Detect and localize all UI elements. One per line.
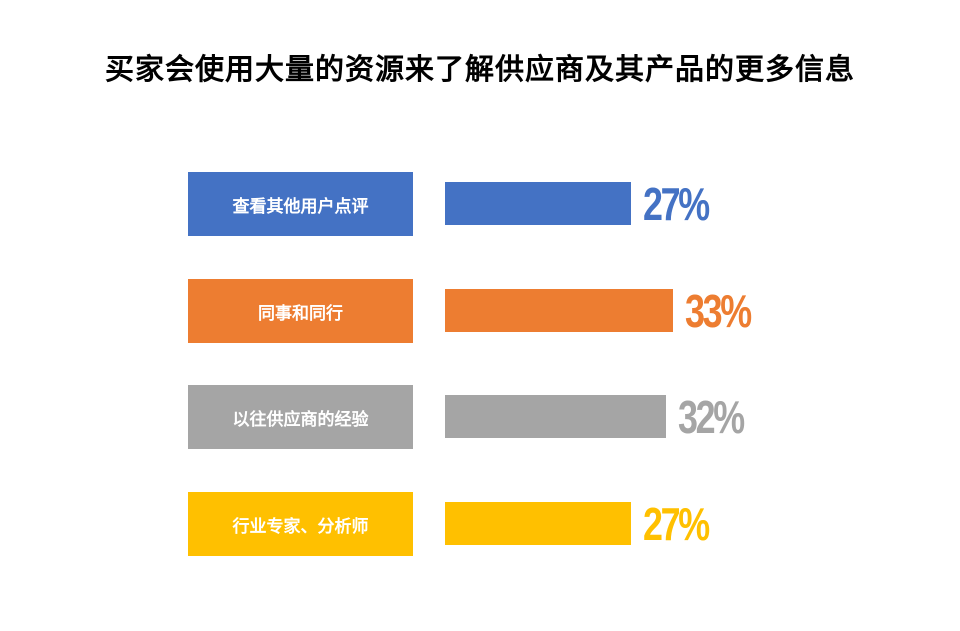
category-label: 同事和同行	[188, 279, 413, 343]
category-label: 以往供应商的经验	[188, 385, 413, 449]
value-label: 27%	[643, 178, 710, 230]
bar-row: 以往供应商的经验 32%	[0, 385, 960, 449]
chart-title: 买家会使用大量的资源来了解供应商及其产品的更多信息	[104, 52, 855, 86]
value-label: 33%	[684, 285, 752, 337]
category-label: 行业专家、分析师	[188, 492, 413, 556]
bar	[445, 182, 632, 225]
bar	[445, 395, 666, 438]
bar	[445, 289, 673, 332]
value-label: 27%	[643, 498, 710, 550]
bar	[445, 502, 632, 545]
bar-row: 查看其他用户点评 27%	[0, 172, 960, 236]
category-label: 查看其他用户点评	[188, 172, 413, 236]
value-label: 32%	[677, 391, 745, 443]
bar-row: 同事和同行 33%	[0, 279, 960, 343]
bar-row: 行业专家、分析师 27%	[0, 492, 960, 556]
